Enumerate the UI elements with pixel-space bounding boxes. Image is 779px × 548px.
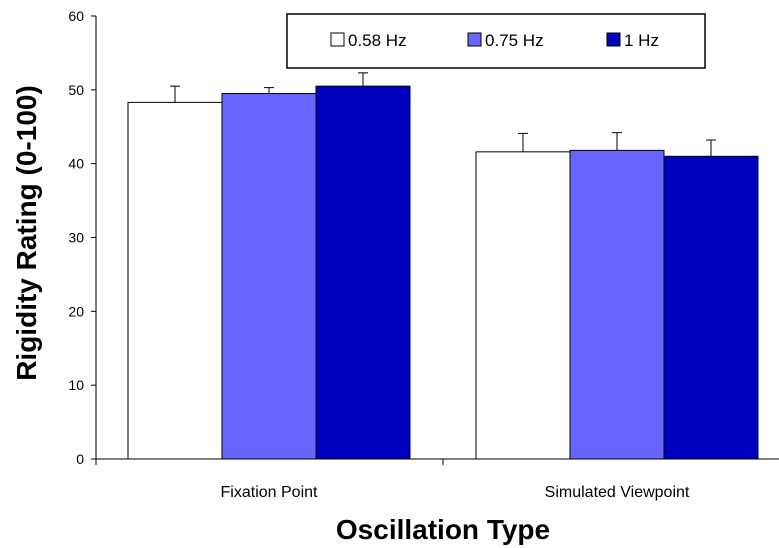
legend-label: 0.75 Hz (485, 31, 544, 50)
y-tick-label: 20 (68, 303, 84, 319)
bar (315, 85, 411, 460)
legend-box (286, 13, 706, 69)
x-category-label: Fixation Point (221, 484, 318, 501)
x-category-label: Simulated Viewpoint (545, 484, 690, 501)
axes (95, 16, 779, 460)
bar (127, 101, 223, 460)
y-tick-label: 30 (68, 230, 84, 246)
bar (475, 151, 571, 460)
legend-swatch (467, 32, 482, 47)
y-tick-label: 0 (76, 451, 84, 467)
legend-swatch (330, 32, 345, 47)
legend: 0.58 Hz 0.75 Hz 1 Hz (286, 13, 706, 69)
y-tick-label: 50 (68, 82, 84, 98)
bar (663, 155, 759, 460)
y-tick-label: 10 (68, 377, 84, 393)
legend-label: 1 Hz (624, 31, 659, 50)
x-axis-title: Oscillation Type (336, 514, 550, 545)
legend-swatch (606, 32, 621, 47)
x-axis-category-labels: Fixation Point Simulated Viewpoint (221, 484, 690, 501)
bar (569, 149, 665, 460)
y-axis-title: Rigidity Rating (0-100) (11, 85, 42, 381)
y-axis-ticks: 0 10 20 30 40 50 60 (68, 8, 444, 467)
error-bars (170, 72, 716, 157)
bar (221, 93, 317, 460)
legend-label: 0.58 Hz (348, 31, 407, 50)
bars (127, 85, 759, 460)
y-tick-label: 40 (68, 156, 84, 172)
y-tick-label: 60 (68, 8, 84, 24)
